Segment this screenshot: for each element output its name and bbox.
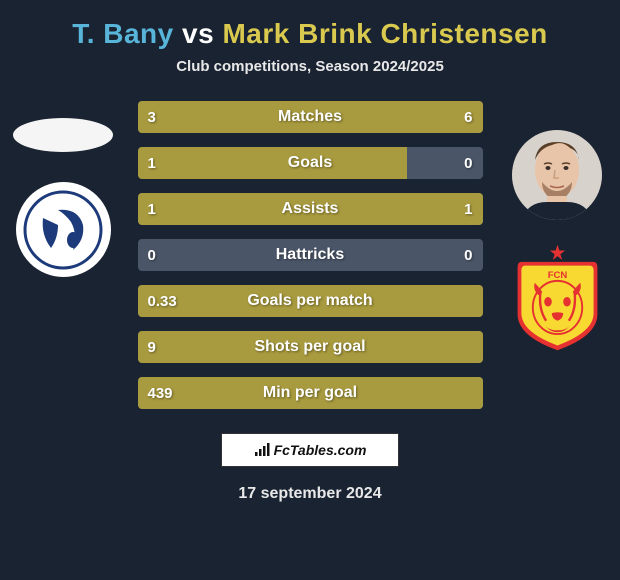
stat-row: 1Goals0 (138, 147, 483, 179)
player1-photo (13, 118, 113, 152)
date-text: 17 september 2024 (0, 485, 620, 503)
player1-club-logo (16, 182, 111, 277)
stat-label: Assists (138, 200, 483, 218)
stat-label: Hattricks (138, 246, 483, 264)
svg-text:FCN: FCN (547, 270, 567, 281)
stat-value-right: 0 (464, 155, 472, 172)
comparison-title: T. Bany vs Mark Brink Christensen (0, 0, 620, 58)
player2-club-logo: FCN (510, 250, 605, 345)
player2-name: Mark Brink Christensen (222, 18, 547, 49)
player2-column: FCN (502, 130, 612, 345)
stat-row: 3Matches6 (138, 101, 483, 133)
stat-row: 439Min per goal (138, 377, 483, 409)
stat-label: Min per goal (138, 384, 483, 402)
season-subtitle: Club competitions, Season 2024/2025 (0, 58, 620, 93)
player1-name: T. Bany (72, 18, 174, 49)
stat-label: Goals (138, 154, 483, 172)
player2-photo (512, 130, 602, 220)
stat-row: 0.33Goals per match (138, 285, 483, 317)
brand-text: FcTables.com (274, 442, 367, 458)
stat-value-right: 0 (464, 247, 472, 264)
stat-row: 0Hattricks0 (138, 239, 483, 271)
vs-text: vs (182, 18, 214, 49)
stats-container: 3Matches61Goals01Assists10Hattricks00.33… (138, 93, 483, 409)
stat-value-right: 1 (464, 201, 472, 218)
stat-row: 9Shots per goal (138, 331, 483, 363)
stat-label: Shots per goal (138, 338, 483, 356)
stat-label: Matches (138, 108, 483, 126)
stat-label: Goals per match (138, 292, 483, 310)
stat-value-right: 6 (464, 109, 472, 126)
brand-chart-icon (254, 443, 270, 457)
stat-row: 1Assists1 (138, 193, 483, 225)
player1-column (8, 118, 118, 277)
brand-box: FcTables.com (221, 433, 399, 467)
